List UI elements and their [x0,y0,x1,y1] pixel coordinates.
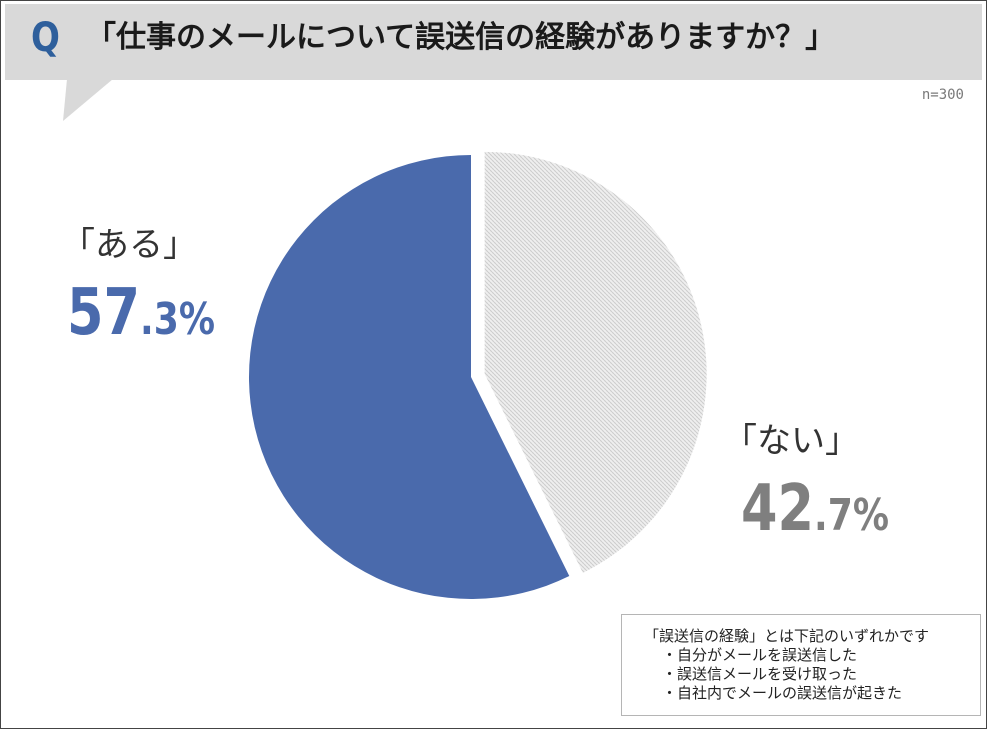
slice-label-yes: 「ある」 [61,225,197,265]
slice-value-yes-int: 57 [67,276,141,350]
pie-slice-yes [248,155,570,599]
slice-label-no: 「ない」 [723,421,859,461]
note-heading: 「誤送信の経験」とは下記のいずれかです [644,627,930,645]
note-item: ・自分がメールを誤送信した [662,646,858,664]
sample-size: n=300 [921,87,964,103]
note-item: ・誤送信メールを受け取った [662,665,858,683]
slice-value-yes: 57.3% [67,281,215,345]
question-text: 「仕事のメールについて誤送信の経験がありますか？」 [86,20,836,55]
pie-slice-no [484,151,707,573]
question-mark-letter: Q [31,15,60,61]
question-banner [5,4,982,80]
slice-value-no: 42.7% [741,477,889,541]
slice-value-no-int: 42 [741,472,815,546]
slice-value-no-dec: .7 [814,490,853,541]
definition-note: 「誤送信の経験」とは下記のいずれかです ・自分がメールを誤送信した ・誤送信メー… [621,614,981,716]
slice-value-yes-unit: % [178,294,216,345]
note-item: ・自社内でメールの誤送信が起きた [662,684,903,702]
slice-value-yes-dec: .3 [140,294,179,345]
slice-value-no-unit: % [852,490,890,541]
